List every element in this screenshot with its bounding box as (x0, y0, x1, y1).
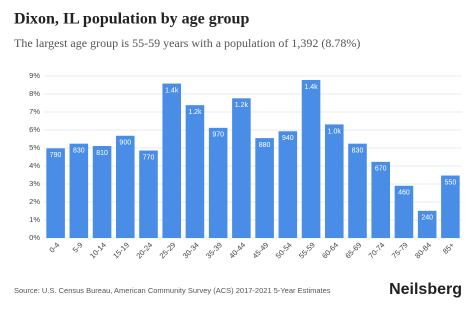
x-tick-label: 20-24 (134, 240, 154, 260)
data-label: 1.4k (304, 84, 318, 91)
bar (301, 79, 321, 239)
x-tick-label: 45-49 (250, 240, 270, 260)
y-tick-label: 4% (29, 161, 40, 170)
x-tick-label: 65-69 (343, 240, 363, 260)
data-label: 1.2k (235, 102, 249, 109)
y-tick-label: 1% (29, 215, 40, 224)
bar (255, 138, 274, 238)
x-tick-label: 25-29 (158, 240, 178, 260)
bar (162, 83, 182, 238)
x-tick-label: 55-59 (297, 240, 317, 260)
data-label: 1.0k (328, 128, 342, 135)
x-tick-label: 10-14 (88, 240, 108, 260)
y-tick-label: 5% (29, 143, 40, 152)
bar (69, 143, 89, 238)
x-tick-label: 50-54 (274, 240, 294, 260)
y-tick-label: 9% (29, 71, 40, 80)
data-label: 460 (398, 190, 410, 197)
y-tick-label: 8% (29, 89, 40, 98)
y-tick-label: 0% (29, 233, 40, 242)
data-label: 880 (259, 142, 271, 149)
x-tick-label: 40-44 (227, 240, 247, 260)
bar (348, 143, 367, 238)
data-label: 770 (143, 154, 155, 161)
chart-subtitle: The largest age group is 55-59 years wit… (14, 36, 360, 50)
x-tick-label: 35-39 (204, 240, 224, 260)
x-tick-label: 60-64 (320, 240, 340, 260)
bar (371, 161, 391, 238)
x-tick-label: 5-9 (71, 240, 85, 254)
y-tick-label: 6% (29, 125, 40, 134)
data-label: 810 (96, 150, 108, 157)
bar (324, 124, 344, 238)
bar (278, 131, 298, 238)
x-tick-label: 75-79 (390, 240, 410, 260)
data-label: 900 (119, 140, 131, 147)
y-tick-label: 3% (29, 179, 40, 188)
bar (115, 135, 135, 238)
chart-title: Dixon, IL population by age group (14, 11, 249, 28)
data-label: 790 (50, 152, 62, 159)
x-tick-label: 30-34 (181, 240, 201, 260)
data-label: 830 (73, 148, 85, 155)
source-note: Source: U.S. Census Bureau, American Com… (14, 286, 331, 295)
bar (208, 127, 228, 238)
x-tick-label: 80-84 (413, 240, 433, 260)
data-label: 1.2k (188, 109, 202, 116)
data-label: 240 (421, 215, 433, 222)
x-tick-label: 0-4 (47, 240, 61, 254)
data-label: 1.4k (165, 87, 179, 94)
x-tick-label: 85+ (441, 240, 457, 256)
y-tick-label: 2% (29, 197, 40, 206)
x-tick-label: 70-74 (367, 240, 387, 260)
bar (139, 150, 158, 238)
bar (185, 105, 205, 238)
x-tick-label: 15-19 (111, 240, 131, 260)
data-label: 970 (212, 132, 224, 139)
bar (92, 146, 112, 238)
y-tick-label: 7% (29, 107, 40, 116)
data-label: 550 (445, 179, 457, 186)
data-label: 830 (352, 148, 364, 155)
data-label: 670 (375, 166, 387, 173)
bar (417, 210, 437, 238)
data-label: 940 (282, 135, 294, 142)
bar (46, 148, 65, 238)
bar (394, 185, 414, 238)
bar (232, 98, 251, 238)
brand: Neilsberg (389, 281, 462, 298)
bar (441, 175, 460, 238)
